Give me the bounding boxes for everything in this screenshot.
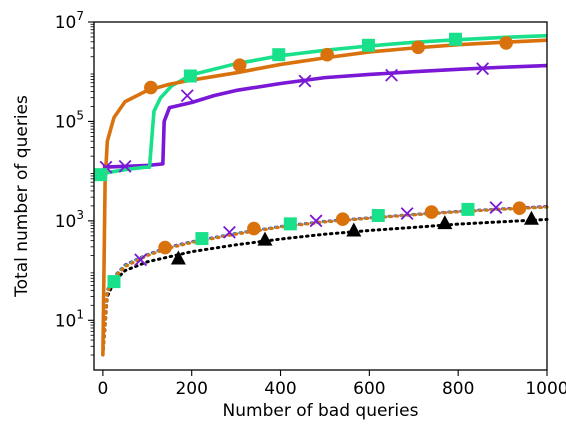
data-point [134,253,148,267]
data-point [424,205,439,219]
axis-ticks: 0 200 400 600 800 1000 101 103 105 107 [55,9,566,399]
data-point [411,40,426,55]
series-line [101,217,549,357]
data-point [361,38,375,52]
y-tick-label: 107 [55,9,84,33]
series-line [101,38,548,356]
y-tick-label: 101 [55,307,84,331]
data-point [371,209,385,223]
data-point [170,250,186,265]
data-point [512,201,527,215]
data-point [118,159,132,173]
y-tick-label: 103 [55,208,84,232]
data-point [257,231,273,246]
x-axis-label: Number of bad queries [223,401,419,421]
data-point [346,222,362,237]
series-lines [101,33,549,357]
data-point [449,32,463,46]
data-point [107,275,121,289]
series-line [101,205,549,357]
data-point [247,221,261,236]
data-point [335,212,350,226]
data-point [400,207,414,221]
data-point [144,80,158,95]
data-point [437,215,453,230]
data-point [523,210,539,225]
data-point [476,62,490,76]
plot-frame [93,21,548,371]
y-axis-label: Total number of queries [12,95,32,298]
data-point [385,68,398,82]
x-tick-label: 800 [442,379,474,399]
data-point [461,202,475,216]
data-point [298,74,312,88]
data-point [309,214,323,228]
data-point [320,47,334,62]
x-tick-label: 1000 [525,379,566,399]
data-point [183,69,197,83]
series-line [102,63,548,170]
series-markers [94,32,539,289]
data-point [94,168,108,182]
data-point [180,89,194,103]
series-line [101,204,549,357]
data-point [499,36,513,50]
data-point [489,201,503,215]
y-tick-label: 105 [55,108,84,132]
data-point [195,232,209,246]
x-tick-label: 200 [175,379,207,399]
data-point [232,58,247,73]
data-point [158,240,172,255]
series-line [101,205,549,357]
x-tick-label: 0 [97,379,108,399]
x-tick-label: 400 [264,379,296,399]
data-point [283,217,297,231]
data-point [223,225,236,239]
x-tick-label: 600 [353,379,385,399]
data-point [272,48,286,62]
